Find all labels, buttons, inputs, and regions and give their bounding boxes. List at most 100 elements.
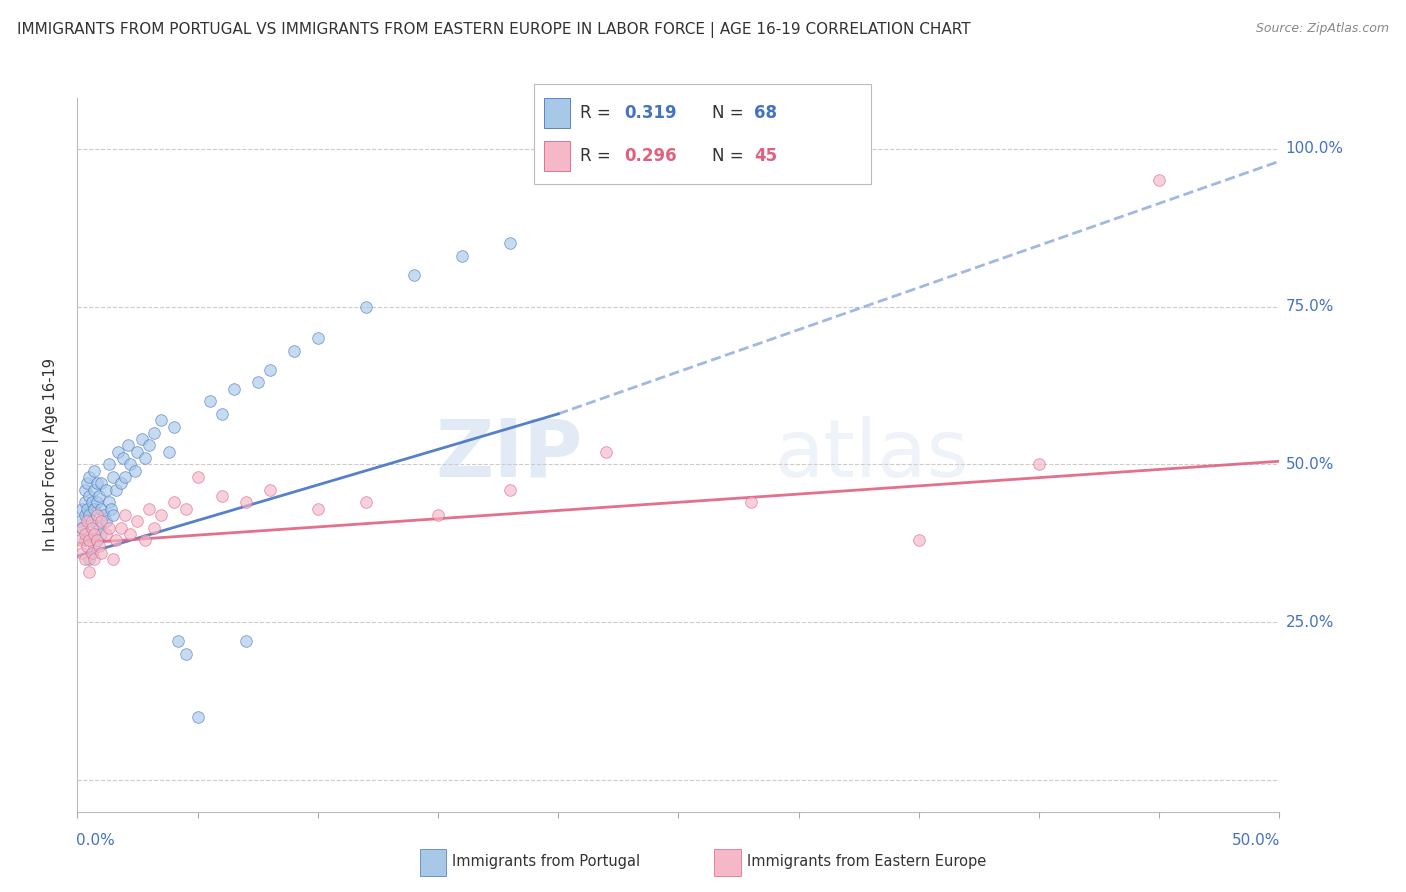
Point xyxy=(740,495,762,509)
Point xyxy=(73,533,96,548)
Point xyxy=(1149,173,1171,187)
Point xyxy=(76,501,98,516)
Point xyxy=(131,432,153,446)
Text: R =: R = xyxy=(579,104,616,122)
Point xyxy=(86,495,108,509)
Point xyxy=(76,476,98,491)
Point xyxy=(235,634,257,648)
Point xyxy=(79,489,101,503)
Point xyxy=(79,508,101,522)
Point xyxy=(80,546,103,560)
Point xyxy=(70,501,93,516)
Point xyxy=(354,300,377,314)
Text: Source: ZipAtlas.com: Source: ZipAtlas.com xyxy=(1256,22,1389,36)
Bar xyxy=(420,849,446,876)
Bar xyxy=(544,98,571,128)
Point xyxy=(111,451,134,466)
Text: 45: 45 xyxy=(754,147,778,165)
Point xyxy=(90,546,112,560)
Point xyxy=(127,514,149,528)
Point xyxy=(96,526,118,541)
Text: N =: N = xyxy=(711,104,749,122)
Point xyxy=(127,444,149,458)
Text: atlas: atlas xyxy=(775,416,969,494)
Point xyxy=(70,520,93,534)
Point xyxy=(83,552,105,566)
Point xyxy=(97,458,120,472)
Point xyxy=(69,533,91,548)
Point xyxy=(73,508,96,522)
Point xyxy=(499,236,522,251)
Point xyxy=(83,526,105,541)
Point xyxy=(354,495,377,509)
Text: 50.0%: 50.0% xyxy=(1285,457,1334,472)
Point xyxy=(246,376,269,390)
Point xyxy=(120,458,142,472)
Point xyxy=(198,394,221,409)
Text: 68: 68 xyxy=(754,104,778,122)
Point xyxy=(70,520,93,534)
Point xyxy=(143,520,166,534)
Point xyxy=(87,520,110,534)
Text: N =: N = xyxy=(711,147,749,165)
Point xyxy=(402,268,425,282)
Point xyxy=(97,520,120,534)
Point xyxy=(259,362,281,376)
Point xyxy=(103,552,125,566)
Point xyxy=(124,464,146,478)
Point xyxy=(103,508,125,522)
Text: 0.319: 0.319 xyxy=(624,104,676,122)
Point xyxy=(87,489,110,503)
Point xyxy=(186,470,209,484)
Point xyxy=(114,470,136,484)
Point xyxy=(427,508,450,522)
Y-axis label: In Labor Force | Age 16-19: In Labor Force | Age 16-19 xyxy=(44,359,59,551)
Point xyxy=(83,501,105,516)
Point xyxy=(143,425,166,440)
Point xyxy=(73,495,96,509)
Point xyxy=(79,552,101,566)
Point xyxy=(259,483,281,497)
Point xyxy=(83,483,105,497)
Point xyxy=(307,501,329,516)
Point xyxy=(186,710,209,724)
Text: 25.0%: 25.0% xyxy=(1285,615,1334,630)
Text: R =: R = xyxy=(579,147,616,165)
Point xyxy=(80,546,103,560)
Point xyxy=(76,514,98,528)
Text: 0.0%: 0.0% xyxy=(76,833,115,848)
Point xyxy=(908,533,931,548)
Point xyxy=(174,647,197,661)
Point xyxy=(90,476,112,491)
Point xyxy=(79,565,101,579)
Text: ZIP: ZIP xyxy=(434,416,582,494)
Point xyxy=(134,451,156,466)
Point xyxy=(451,249,474,263)
Point xyxy=(86,476,108,491)
Text: 50.0%: 50.0% xyxy=(1232,833,1281,848)
Point xyxy=(595,444,617,458)
Point xyxy=(73,526,96,541)
Point xyxy=(83,464,105,478)
Text: Immigrants from Portugal: Immigrants from Portugal xyxy=(453,855,641,869)
Point xyxy=(70,546,93,560)
Point xyxy=(157,444,180,458)
Point xyxy=(211,407,233,421)
Point xyxy=(76,526,98,541)
Point xyxy=(83,540,105,554)
Point xyxy=(167,634,190,648)
Point xyxy=(86,533,108,548)
Point xyxy=(100,501,122,516)
Point xyxy=(80,514,103,528)
Text: 75.0%: 75.0% xyxy=(1285,299,1334,314)
Text: 100.0%: 100.0% xyxy=(1285,141,1344,156)
Point xyxy=(174,501,197,516)
Point xyxy=(96,483,118,497)
Point xyxy=(150,413,173,427)
Point xyxy=(134,533,156,548)
Point xyxy=(283,343,305,358)
Point xyxy=(90,526,112,541)
Point xyxy=(138,501,160,516)
Point xyxy=(211,489,233,503)
Point xyxy=(73,483,96,497)
